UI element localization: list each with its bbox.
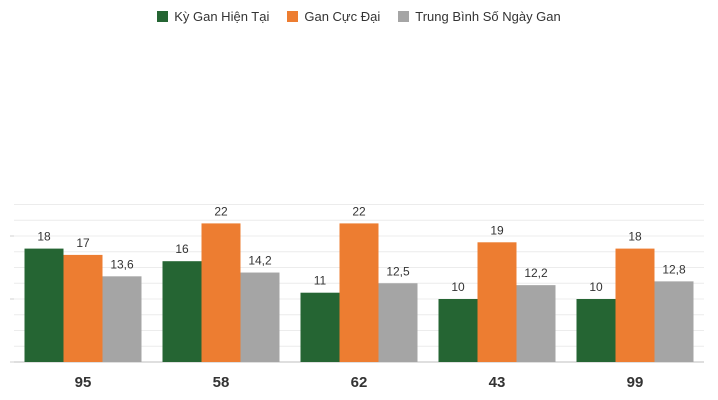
legend-swatch-current-gan	[157, 11, 169, 22]
data-label-58-series-2: 14,2	[248, 254, 272, 268]
x-tick-label-99: 99	[627, 374, 644, 391]
bar-43-series-2	[516, 285, 556, 362]
bar-62-series-0	[300, 292, 340, 362]
legend-item-max-gan: Gan Cực Đại	[287, 9, 380, 24]
bar-95-series-2	[102, 276, 142, 362]
bar-58-series-0	[162, 261, 202, 362]
x-tick-label-43: 43	[489, 374, 506, 391]
bar-95-series-0	[24, 248, 64, 362]
data-label-62-series-2: 12,5	[386, 264, 410, 278]
data-label-58-series-1: 22	[214, 204, 228, 218]
bar-62-series-1	[339, 223, 379, 362]
data-label-99-series-0: 10	[589, 280, 603, 294]
data-label-62-series-0: 11	[314, 274, 327, 288]
bar-43-series-1	[477, 242, 517, 362]
data-label-99-series-2: 12,8	[662, 262, 686, 276]
bar-99-series-0	[576, 299, 616, 362]
x-tick-label-95: 95	[75, 374, 92, 391]
data-label-43-series-0: 10	[451, 280, 465, 294]
bar-58-series-1	[201, 223, 241, 362]
bar-58-series-2	[240, 272, 280, 362]
data-label-95-series-1: 17	[76, 236, 90, 250]
legend-swatch-max-gan	[287, 11, 299, 22]
bar-95-series-1	[63, 254, 103, 362]
bar-43-series-0	[438, 299, 478, 362]
legend: Kỳ Gan Hiện Tại Gan Cực Đại Trung Bình S…	[0, 9, 718, 24]
bar-99-series-2	[654, 281, 694, 362]
x-tick-label-62: 62	[351, 374, 368, 391]
data-label-95-series-2: 13,6	[110, 257, 134, 271]
x-tick-label-58: 58	[213, 374, 230, 391]
legend-item-current-gan: Kỳ Gan Hiện Tại	[157, 9, 269, 24]
data-label-58-series-0: 16	[175, 242, 189, 256]
data-label-99-series-1: 18	[628, 230, 642, 244]
legend-swatch-average-gan	[398, 11, 410, 22]
bar-99-series-1	[615, 248, 655, 362]
legend-label-current-gan: Kỳ Gan Hiện Tại	[174, 9, 270, 24]
data-label-43-series-1: 19	[490, 223, 504, 237]
legend-label-max-gan: Gan Cực Đại	[304, 9, 381, 24]
legend-label-average-gan: Trung Bình Số Ngày Gan	[415, 9, 561, 24]
data-label-62-series-1: 22	[352, 204, 366, 218]
data-label-43-series-2: 12,2	[524, 266, 548, 280]
legend-item-average-gan: Trung Bình Số Ngày Gan	[398, 9, 561, 24]
data-label-95-series-0: 18	[37, 230, 51, 244]
bar-62-series-2	[378, 283, 418, 362]
